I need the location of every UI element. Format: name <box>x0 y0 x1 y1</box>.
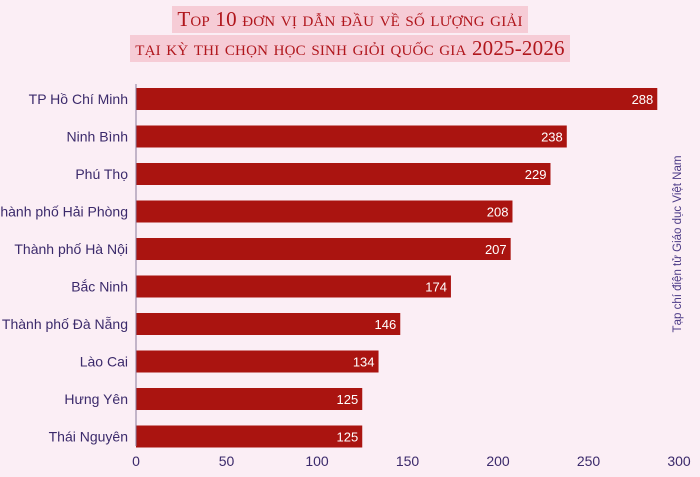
category-label: Thành phố Hải Phòng <box>0 204 128 220</box>
x-tick-label: 150 <box>396 453 420 469</box>
category-label: Phú Thọ <box>75 166 128 182</box>
bar <box>136 313 401 335</box>
data-label: 208 <box>487 205 509 220</box>
bar <box>136 125 567 148</box>
category-label: TP Hồ Chí Minh <box>29 91 128 107</box>
data-label: 229 <box>525 167 547 182</box>
category-label: Lào Cai <box>80 354 128 370</box>
category-label: Ninh Bình <box>67 129 128 145</box>
bar <box>136 388 363 410</box>
category-label: Thành phố Đà Nẵng <box>2 316 128 332</box>
bar <box>136 425 363 448</box>
category-label: Hưng Yên <box>64 391 128 407</box>
chart-title: Top 10 đơn vị dẫn đầu về số lượng giải t… <box>0 6 700 62</box>
x-tick-label: 250 <box>577 453 601 469</box>
data-label: 125 <box>337 430 359 445</box>
title-line-2: tại kỳ thi chọn học sinh giỏi quốc gia 2… <box>130 35 570 62</box>
category-label: Thành phố Hà Nội <box>14 241 128 257</box>
data-label: 146 <box>375 317 397 332</box>
category-label: Thái Nguyên <box>49 429 128 445</box>
source-credit: Tạp chí điện tử Giáo dục Việt Nam <box>672 155 684 333</box>
bar <box>136 275 451 298</box>
bar <box>136 163 551 185</box>
bar <box>136 200 513 223</box>
title-line-1: Top 10 đơn vị dẫn đầu về số lượng giải <box>172 6 528 33</box>
data-label: 288 <box>632 92 654 107</box>
data-label: 134 <box>353 355 375 370</box>
bar <box>136 238 511 260</box>
category-label: Bắc Ninh <box>71 279 128 295</box>
x-tick-label: 50 <box>219 453 235 469</box>
data-label: 207 <box>485 242 507 257</box>
data-label: 238 <box>541 130 563 145</box>
x-tick-label: 100 <box>305 453 329 469</box>
data-label: 125 <box>337 392 359 407</box>
data-label: 174 <box>425 280 447 295</box>
x-tick-label: 300 <box>667 453 691 469</box>
bar <box>136 88 658 110</box>
x-tick-label: 0 <box>132 453 140 469</box>
bar <box>136 350 379 373</box>
x-tick-label: 200 <box>486 453 510 469</box>
